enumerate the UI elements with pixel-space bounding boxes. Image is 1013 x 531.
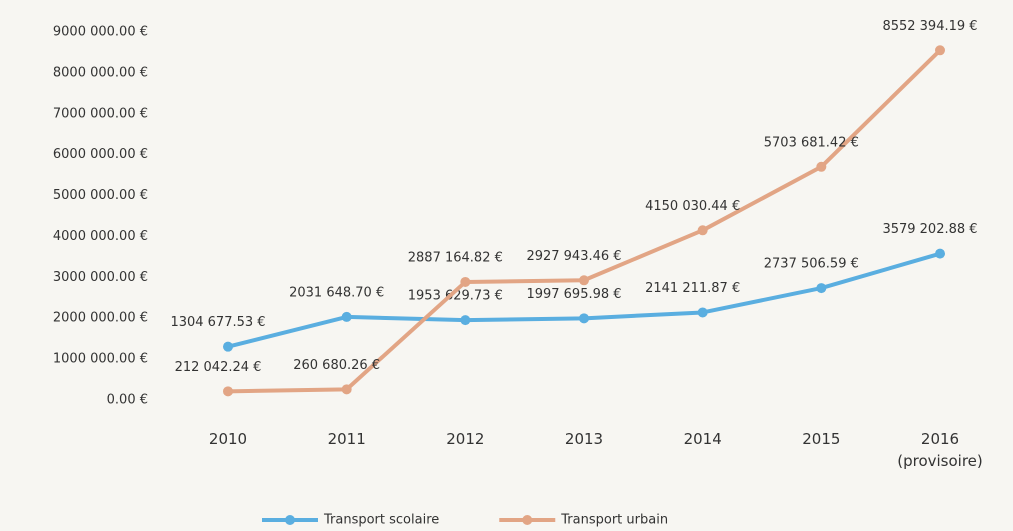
data-label: 2927 943.46 € [526, 249, 621, 264]
data-label: 1953 629.73 € [408, 289, 503, 304]
legend-marker [285, 515, 295, 525]
data-label: 2887 164.82 € [408, 250, 503, 265]
y-tick-label: 1000 000.00 € [53, 352, 148, 367]
legend-marker [522, 515, 533, 525]
data-label: 1304 677.53 € [170, 315, 265, 330]
legend-label: Transport urbain [560, 513, 668, 528]
x-tick-label: 2016 (provisoire) [897, 430, 983, 470]
point [935, 45, 945, 56]
data-label: 260 680.26 € [293, 358, 380, 373]
x-tick-label: 2010 [208, 430, 248, 448]
data-label: 212 042.24 € [175, 360, 262, 375]
point [697, 307, 708, 318]
data-label: 2737 506.59 € [764, 257, 859, 272]
data-label: 4150 030.44 € [645, 199, 740, 214]
x-tick-label: 2015 [802, 430, 841, 448]
y-tick-label: 2000 000.00 € [53, 311, 148, 326]
x-tick-label: 2013 [564, 430, 604, 448]
x-tick-label: 2014 [683, 430, 722, 448]
point [341, 384, 352, 395]
data-label: 3579 202.88 € [882, 222, 977, 237]
y-tick-label: 9000 000.00 € [53, 25, 148, 40]
y-tick-label: 7000 000.00 € [53, 106, 148, 121]
x-tick-label: 2012 [446, 430, 485, 448]
point [816, 161, 827, 172]
y-tick-label: 0.00 € [107, 393, 148, 408]
point [697, 225, 708, 236]
point [460, 315, 471, 326]
point [579, 313, 589, 324]
point [579, 275, 589, 286]
point [223, 341, 233, 352]
point [223, 386, 233, 397]
series-line [227, 48, 942, 394]
data-label: 1997 695.98 € [526, 287, 621, 302]
y-tick-label: 8000 000.00 € [53, 65, 148, 80]
data-label: 2031 648.70 € [289, 285, 384, 300]
point [341, 311, 352, 322]
data-label: 5703 681.42 € [764, 135, 859, 150]
x-tick-label: 2011 [327, 430, 366, 448]
point [816, 283, 827, 294]
y-tick-label: 6000 000.00 € [53, 147, 148, 162]
legend-label: Transport scolaire [323, 513, 439, 528]
y-tick-label: 5000 000.00 € [53, 188, 148, 203]
y-tick-label: 3000 000.00 € [53, 270, 148, 285]
point [460, 276, 471, 287]
y-tick-label: 4000 000.00 € [53, 229, 148, 244]
data-label: 8552 394.19 € [882, 19, 977, 34]
data-label: 2141 211.87 € [645, 281, 740, 296]
point [935, 248, 945, 259]
